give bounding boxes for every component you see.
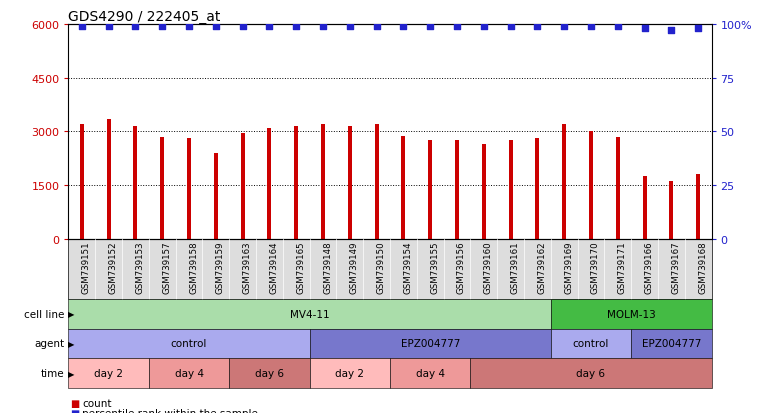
Text: GSM739159: GSM739159	[216, 241, 224, 293]
Bar	[482, 145, 486, 239]
Point	[558, 24, 570, 30]
Point	[424, 24, 436, 30]
Text: GDS4290 / 222405_at: GDS4290 / 222405_at	[68, 10, 221, 24]
Point	[612, 24, 624, 30]
Bar	[295, 127, 298, 239]
Text: GSM739151: GSM739151	[82, 241, 91, 293]
Text: cell line: cell line	[24, 309, 65, 319]
Text: GSM739171: GSM739171	[618, 241, 627, 293]
Point	[210, 24, 222, 30]
Point	[344, 24, 356, 30]
Point	[397, 24, 409, 30]
Text: EPZ004777: EPZ004777	[400, 339, 460, 349]
Text: MOLM-13: MOLM-13	[607, 309, 655, 319]
Point	[103, 24, 115, 30]
Text: GSM739167: GSM739167	[671, 241, 680, 293]
Text: percentile rank within the sample: percentile rank within the sample	[82, 408, 258, 413]
Bar	[428, 141, 432, 239]
Bar	[80, 125, 84, 239]
Bar	[107, 119, 110, 239]
Text: ▶: ▶	[68, 339, 75, 348]
Text: GSM739148: GSM739148	[323, 241, 332, 293]
Bar	[536, 139, 540, 239]
Point	[451, 24, 463, 30]
Point	[237, 24, 249, 30]
Bar	[374, 125, 379, 239]
Text: MV4-11: MV4-11	[290, 309, 330, 319]
Point	[183, 24, 195, 30]
Text: GSM739164: GSM739164	[269, 241, 279, 293]
Text: GSM739150: GSM739150	[377, 241, 386, 293]
Text: GSM739170: GSM739170	[591, 241, 600, 293]
Text: GSM739152: GSM739152	[109, 241, 118, 293]
Text: GSM739161: GSM739161	[511, 241, 520, 293]
Text: GSM739168: GSM739168	[698, 241, 707, 293]
Bar	[616, 137, 619, 239]
Text: GSM739149: GSM739149	[350, 241, 359, 293]
Text: day 2: day 2	[94, 368, 123, 378]
Text: ▶: ▶	[68, 309, 75, 318]
Point	[129, 24, 142, 30]
Text: day 2: day 2	[336, 368, 365, 378]
Bar	[401, 137, 406, 239]
Text: GSM739169: GSM739169	[564, 241, 573, 293]
Text: GSM739162: GSM739162	[537, 241, 546, 293]
Point	[638, 26, 651, 32]
Bar	[696, 175, 700, 239]
Point	[692, 26, 704, 32]
Text: EPZ004777: EPZ004777	[642, 339, 701, 349]
Point	[371, 24, 383, 30]
Point	[317, 24, 329, 30]
Text: GSM739163: GSM739163	[243, 241, 252, 293]
Text: day 4: day 4	[416, 368, 444, 378]
Bar	[670, 182, 673, 239]
Text: day 6: day 6	[255, 368, 284, 378]
Text: GSM739155: GSM739155	[430, 241, 439, 293]
Point	[505, 24, 517, 30]
Bar	[161, 137, 164, 239]
Text: ▶: ▶	[68, 369, 75, 378]
Bar	[240, 134, 244, 239]
Text: GSM739158: GSM739158	[189, 241, 198, 293]
Bar	[214, 153, 218, 239]
Bar	[642, 177, 647, 239]
Bar	[589, 132, 593, 239]
Point	[531, 24, 543, 30]
Bar	[348, 127, 352, 239]
Text: day 4: day 4	[174, 368, 203, 378]
Text: GSM739153: GSM739153	[135, 241, 145, 293]
Text: GSM739154: GSM739154	[403, 241, 412, 293]
Bar	[455, 141, 459, 239]
Point	[263, 24, 275, 30]
Text: control: control	[573, 339, 609, 349]
Text: GSM739156: GSM739156	[457, 241, 466, 293]
Point	[665, 28, 677, 35]
Text: GSM739157: GSM739157	[162, 241, 171, 293]
Bar	[562, 125, 566, 239]
Bar	[133, 127, 138, 239]
Text: GSM739160: GSM739160	[484, 241, 493, 293]
Text: ■: ■	[70, 399, 79, 408]
Text: time: time	[41, 368, 65, 378]
Point	[478, 24, 490, 30]
Point	[585, 24, 597, 30]
Text: GSM739166: GSM739166	[645, 241, 654, 293]
Text: GSM739165: GSM739165	[296, 241, 305, 293]
Point	[156, 24, 168, 30]
Text: ■: ■	[70, 408, 79, 413]
Text: count: count	[82, 399, 112, 408]
Point	[76, 24, 88, 30]
Point	[290, 24, 302, 30]
Text: agent: agent	[34, 339, 65, 349]
Bar	[508, 141, 513, 239]
Bar	[321, 125, 325, 239]
Bar	[267, 128, 272, 239]
Text: day 6: day 6	[577, 368, 606, 378]
Bar	[187, 139, 191, 239]
Text: control: control	[171, 339, 207, 349]
